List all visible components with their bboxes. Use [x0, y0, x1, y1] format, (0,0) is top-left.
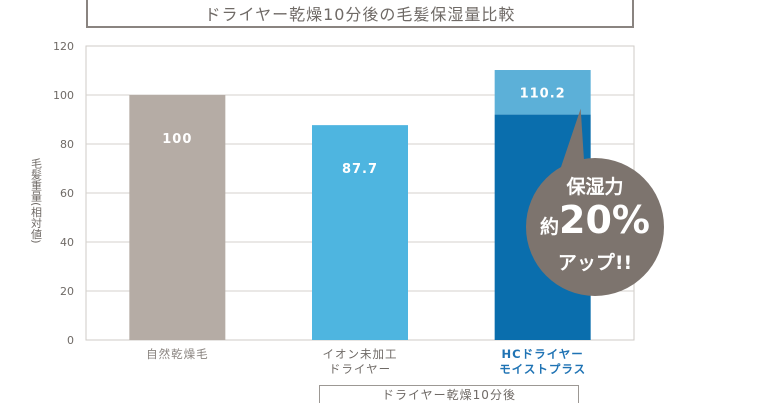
- x-tick-label: イオン未加工: [323, 347, 398, 361]
- bar-increase-segment: [494, 70, 591, 115]
- bar: [129, 95, 226, 340]
- callout-line3: アップ!!: [557, 252, 633, 274]
- bar-value-label: 100: [162, 132, 192, 147]
- y-tick-label: 0: [67, 334, 74, 347]
- y-axis-label: 毛髪重量(相対値): [30, 158, 43, 244]
- callout-value: 20%: [559, 198, 650, 242]
- x-tick-label: 自然乾燥毛: [146, 347, 209, 361]
- y-tick-label: 20: [60, 285, 74, 298]
- x-tick-label: ドライヤー: [329, 362, 391, 376]
- bar-value-label: 110.2: [520, 86, 566, 101]
- x-tick-label: HCドライヤー: [502, 347, 584, 361]
- callout-prefix: 約: [540, 216, 560, 238]
- group-label: ドライヤー乾燥10分後: [382, 388, 516, 402]
- chart-title: ドライヤー乾燥10分後の毛髪保湿量比較: [204, 5, 516, 24]
- callout-badge: 保湿力 約20% アップ!!: [526, 158, 664, 296]
- bar-value-label: 87.7: [342, 162, 378, 177]
- callout-line1: 保湿力: [566, 176, 624, 198]
- bar: [312, 125, 408, 340]
- y-tick-label: 100: [53, 89, 74, 102]
- chart-title-box: ドライヤー乾燥10分後の毛髪保湿量比較: [86, 0, 634, 28]
- y-tick-label: 60: [60, 187, 74, 200]
- callout-line2: 約20%: [526, 198, 664, 242]
- y-tick-label: 40: [60, 236, 74, 249]
- group-label-box: ドライヤー乾燥10分後: [319, 385, 579, 403]
- y-tick-label: 120: [53, 40, 74, 53]
- x-tick-label: モイストプラス: [499, 362, 586, 376]
- y-tick-label: 80: [60, 138, 74, 151]
